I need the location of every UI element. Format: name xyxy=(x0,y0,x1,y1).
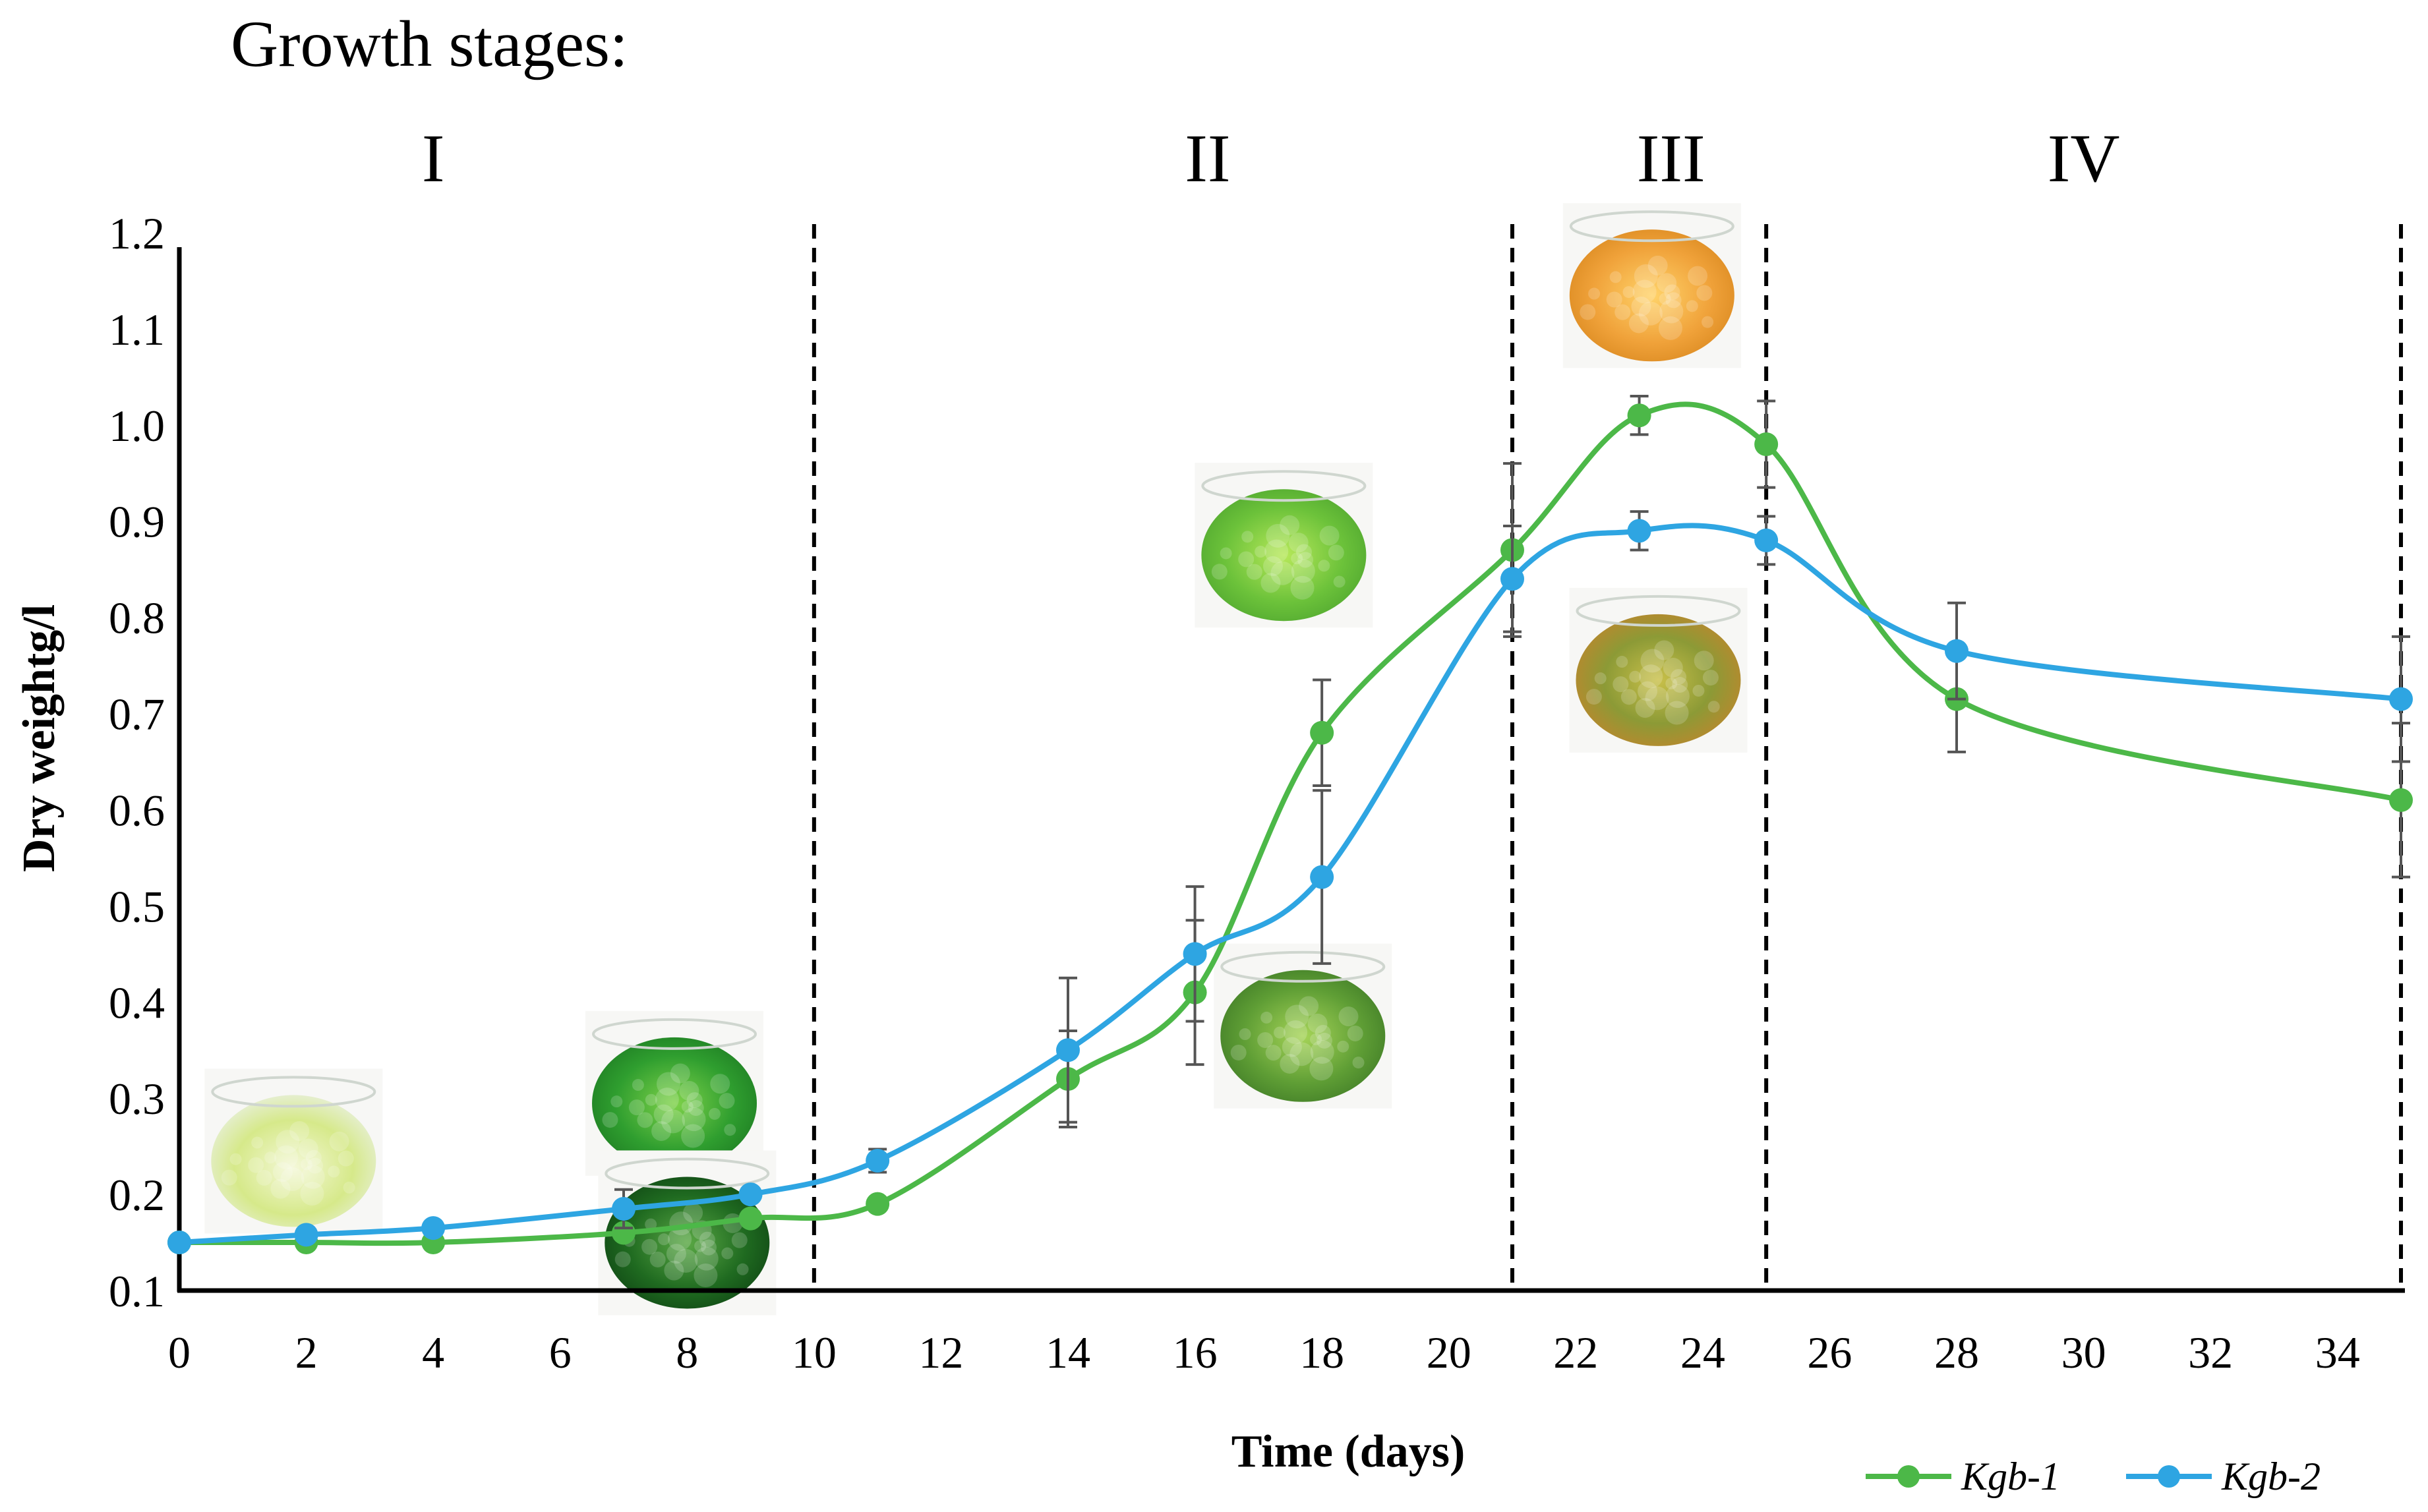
x-tick-label: 26 xyxy=(1807,1327,1852,1378)
stage-label-4: IV xyxy=(2048,121,2120,196)
x-tick-label: 16 xyxy=(1173,1327,1218,1378)
data-point-kgb-1 xyxy=(1627,403,1651,428)
chart-title: Growth stages: xyxy=(231,7,628,80)
legend: Kgb-1 Kgb-2 xyxy=(1866,1455,2321,1498)
data-point-kgb-1 xyxy=(1310,720,1334,745)
data-point-kgb-2 xyxy=(1183,942,1207,966)
x-tick-label: 0 xyxy=(168,1327,191,1378)
culture-photo-day23a xyxy=(1562,203,1741,368)
culture-photo-day8b xyxy=(598,1150,777,1316)
series-kgb-2 xyxy=(167,510,2413,1255)
data-point-kgb-2 xyxy=(866,1149,890,1173)
data-point-kgb-2 xyxy=(738,1182,763,1207)
x-tick-label: 6 xyxy=(549,1327,572,1378)
x-tick-label: 32 xyxy=(2188,1327,2233,1378)
x-tick-label: 20 xyxy=(1427,1327,1471,1378)
data-point-kgb-1 xyxy=(738,1206,763,1231)
y-tick-label: 1.1 xyxy=(109,305,165,355)
data-point-kgb-1 xyxy=(2389,788,2413,812)
data-point-kgb-2 xyxy=(167,1231,191,1255)
data-point-kgb-2 xyxy=(1056,1038,1080,1062)
legend-swatch-marker xyxy=(2158,1465,2180,1488)
culture-photo-day8a xyxy=(585,1010,764,1176)
y-tick-label: 1.0 xyxy=(109,401,165,451)
data-point-kgb-1 xyxy=(866,1192,890,1216)
x-tick-label: 28 xyxy=(1934,1327,1979,1378)
culture-photo-day18a xyxy=(1195,463,1373,628)
data-point-kgb-2 xyxy=(2389,687,2413,711)
x-tick-label: 8 xyxy=(676,1327,698,1378)
y-axis-label: Dry weightg/l xyxy=(14,604,65,872)
culture-photos xyxy=(204,203,1748,1316)
x-tick-label: 34 xyxy=(2315,1327,2360,1378)
x-tick-label: 18 xyxy=(1299,1327,1344,1378)
y-tick-label: 0.4 xyxy=(109,977,165,1028)
legend-item-kgb-1: Kgb-1 xyxy=(1866,1455,2060,1498)
data-point-kgb-2 xyxy=(294,1223,318,1247)
y-tick-label: 0.3 xyxy=(109,1074,165,1124)
data-point-kgb-2 xyxy=(1310,865,1334,889)
x-tick-label: 14 xyxy=(1046,1327,1090,1378)
x-axis-ticks: 0 2 4 6 8 10 12 14 16 18 20 22 24 26 28 30 32 34 xyxy=(168,1327,2360,1378)
legend-label: Kgb-1 xyxy=(1961,1455,2060,1498)
series-line-kgb-1 xyxy=(179,401,2402,1246)
x-axis-label: Time (days) xyxy=(1231,1426,1466,1477)
series-line-kgb-2 xyxy=(179,523,2402,1246)
stage-label-2: II xyxy=(1185,121,1230,196)
x-tick-label: 30 xyxy=(2061,1327,2106,1378)
data-point-kgb-2 xyxy=(612,1196,636,1221)
data-point-kgb-2 xyxy=(1500,567,1524,591)
culture-photo-day1 xyxy=(204,1068,383,1234)
culture-photo-day18b xyxy=(1214,943,1392,1109)
x-tick-label: 4 xyxy=(422,1327,444,1378)
x-tick-label: 2 xyxy=(295,1327,318,1378)
y-tick-label: 0.1 xyxy=(109,1266,165,1316)
data-point-kgb-2 xyxy=(1945,639,1969,663)
y-axis-ticks: 0.1 0.2 0.3 0.4 0.5 0.6 0.7 0.8 0.9 1.0 1.1 1.2 xyxy=(109,208,165,1316)
stage-labels: I II III IV xyxy=(422,121,2120,196)
legend-item-kgb-2: Kgb-2 xyxy=(2126,1455,2321,1498)
data-point-kgb-1 xyxy=(1754,432,1779,456)
y-tick-label: 0.9 xyxy=(109,497,165,547)
y-tick-label: 0.8 xyxy=(109,593,165,643)
stage-label-3: III xyxy=(1637,121,1705,196)
data-point-kgb-2 xyxy=(421,1216,446,1240)
x-tick-label: 24 xyxy=(1680,1327,1725,1378)
data-point-kgb-2 xyxy=(1754,528,1779,552)
x-tick-label: 22 xyxy=(1553,1327,1598,1378)
y-tick-label: 0.5 xyxy=(109,881,165,931)
stage-label-1: I xyxy=(422,121,445,196)
data-point-kgb-2 xyxy=(1627,519,1651,543)
y-tick-label: 0.2 xyxy=(109,1170,165,1220)
y-tick-label: 0.6 xyxy=(109,785,165,835)
x-tick-label: 10 xyxy=(792,1327,837,1378)
legend-label: Kgb-2 xyxy=(2221,1455,2321,1498)
stage-boundaries xyxy=(812,224,2403,1291)
y-tick-label: 0.7 xyxy=(109,689,165,740)
legend-swatch-marker xyxy=(1897,1465,1920,1488)
x-tick-label: 12 xyxy=(918,1327,963,1378)
axes xyxy=(177,247,2405,1293)
y-tick-label: 1.2 xyxy=(109,208,165,258)
culture-photo-day23b xyxy=(1569,587,1748,753)
data-series xyxy=(167,395,2413,1255)
